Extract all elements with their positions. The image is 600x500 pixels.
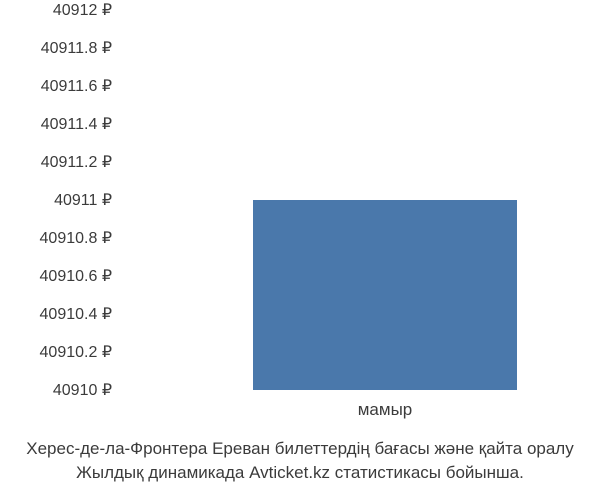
chart-container: 40912 ₽40911.8 ₽40911.6 ₽40911.4 ₽40911.… — [0, 10, 600, 430]
y-tick-label: 40911 ₽ — [54, 190, 112, 210]
y-tick-label: 40910 ₽ — [53, 380, 112, 400]
y-tick-label: 40911.6 ₽ — [41, 76, 112, 96]
y-tick-label: 40911.4 ₽ — [41, 114, 112, 134]
x-axis: мамыр — [120, 395, 590, 425]
caption-line-2: Жылдық динамикада Avticket.kz статистика… — [10, 461, 590, 485]
plot-area — [120, 10, 590, 390]
y-tick-label: 40910.4 ₽ — [40, 304, 112, 324]
y-tick-label: 40910.8 ₽ — [40, 228, 112, 248]
y-axis: 40912 ₽40911.8 ₽40911.6 ₽40911.4 ₽40911.… — [0, 10, 120, 390]
y-tick-label: 40912 ₽ — [53, 0, 112, 20]
y-tick-label: 40910.6 ₽ — [40, 266, 112, 286]
y-tick-label: 40910.2 ₽ — [40, 342, 112, 362]
x-tick-label: мамыр — [358, 400, 413, 420]
chart-caption: Херес-де-ла-Фронтера Ереван билеттердің … — [0, 437, 600, 485]
bar — [253, 200, 516, 390]
y-tick-label: 40911.2 ₽ — [41, 152, 112, 172]
y-tick-label: 40911.8 ₽ — [41, 38, 112, 58]
caption-line-1: Херес-де-ла-Фронтера Ереван билеттердің … — [10, 437, 590, 461]
